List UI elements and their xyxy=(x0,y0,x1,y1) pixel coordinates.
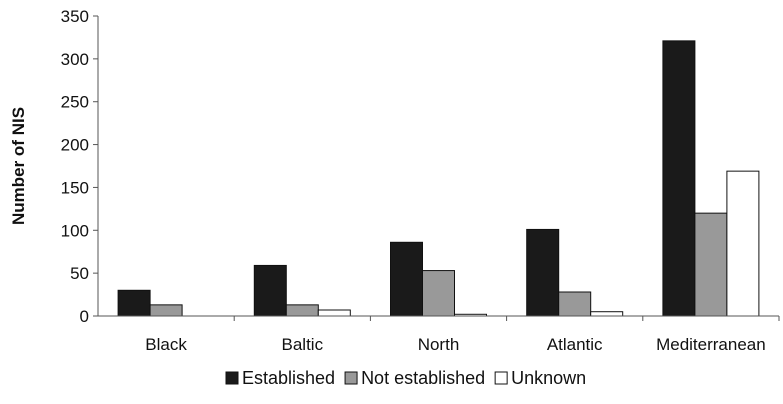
bar-established-north xyxy=(390,241,423,317)
x-tick-label: North xyxy=(418,335,460,354)
y-tick-label: 150 xyxy=(61,178,89,197)
y-tick-label: 200 xyxy=(61,136,89,155)
legend-label: Unknown xyxy=(511,368,586,388)
bar-not-established-mediterranean xyxy=(694,212,728,317)
bars xyxy=(117,40,760,317)
bar-established-mediterranean xyxy=(662,40,696,317)
y-tick-label: 300 xyxy=(61,50,89,69)
bar-not-established-atlantic xyxy=(558,291,592,317)
legend-swatch xyxy=(494,371,508,385)
legend-label: Not established xyxy=(361,368,485,388)
legend-swatch xyxy=(225,371,239,385)
x-tick-label: Mediterranean xyxy=(656,335,766,354)
y-tick-label: 0 xyxy=(80,307,89,326)
legend: Established Not established Unknown xyxy=(225,368,586,388)
y-tick-label: 100 xyxy=(61,221,89,240)
x-tick-label: Baltic xyxy=(282,335,324,354)
y-tick-label: 250 xyxy=(61,93,89,112)
y-tick-label: 350 xyxy=(61,7,89,26)
y-axis-title: Number of NIS xyxy=(9,107,28,225)
legend-label: Established xyxy=(242,368,335,388)
bar-unknown-mediterranean xyxy=(726,170,760,317)
x-tick-label: Atlantic xyxy=(547,335,603,354)
bar-unknown-baltic xyxy=(317,309,351,317)
x-tick-label: Black xyxy=(145,335,187,354)
x-axis-labels: Black Baltic North Atlantic Mediterranean xyxy=(145,316,780,354)
bar-established-baltic xyxy=(253,264,287,317)
bar-not-established-black xyxy=(149,304,183,317)
bar-not-established-north xyxy=(422,270,455,317)
y-tick-label: 50 xyxy=(70,264,89,283)
legend-swatch xyxy=(344,371,358,385)
bar-not-established-baltic xyxy=(285,304,319,317)
bar-unknown-atlantic xyxy=(590,311,624,317)
bar-established-black xyxy=(117,289,151,317)
bar-established-atlantic xyxy=(526,228,560,317)
y-axis-ticks: 0 50 100 150 200 250 300 350 xyxy=(61,7,98,326)
